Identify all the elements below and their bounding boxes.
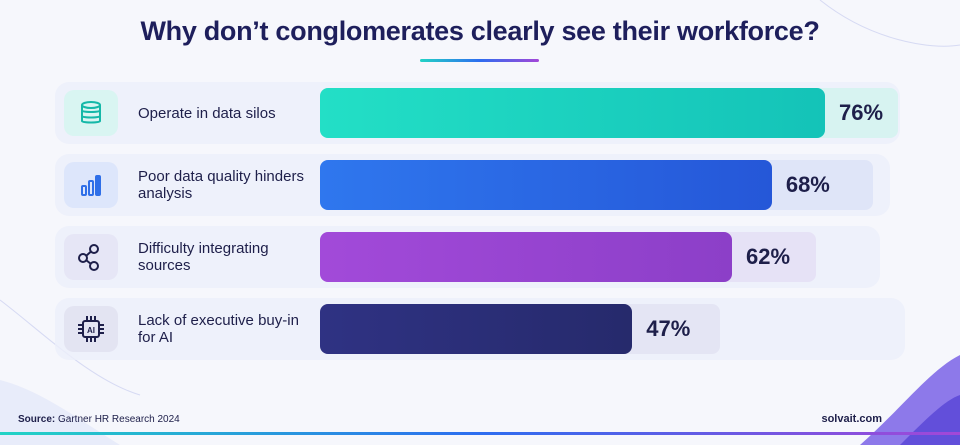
value-label: 68% [785, 172, 830, 197]
bar-poor-data-quality [320, 160, 772, 210]
bar-difficulty-integrating [320, 232, 732, 282]
icon-tile [64, 162, 118, 208]
value-label: 47% [646, 316, 691, 341]
bar-lack-of-executive-buy-in [320, 304, 633, 354]
category-label: Lack of executive buy-in for AI [138, 312, 299, 346]
title-underline [420, 59, 539, 62]
svg-text:AI: AI [87, 326, 95, 335]
icon-tile [64, 234, 118, 280]
icon-tile [64, 90, 118, 136]
database-icon [81, 101, 101, 124]
source-note: Source: Gartner HR Research 2024 [18, 414, 180, 425]
value-label: 76% [839, 100, 884, 125]
site-link[interactable]: solvait.com [821, 413, 882, 425]
category-label: Operate in data silos [138, 104, 276, 122]
category-label: Difficulty integrating sources [138, 240, 269, 274]
footer-gradient-line [0, 432, 960, 435]
icon-tile: AI [64, 306, 118, 352]
chart-title: Why don’t conglomerates clearly see thei… [140, 16, 820, 46]
source-label: Source: [18, 414, 56, 425]
bar-chart-icon [81, 175, 101, 196]
network-icon [78, 244, 99, 271]
source-text: Gartner HR Research 2024 [58, 414, 180, 425]
value-label: 62% [745, 244, 791, 269]
bar-operate-in-data-silos [320, 88, 825, 138]
category-label: Poor data quality hinders analysis [138, 168, 304, 202]
ai-chip-icon: AI [78, 316, 104, 342]
